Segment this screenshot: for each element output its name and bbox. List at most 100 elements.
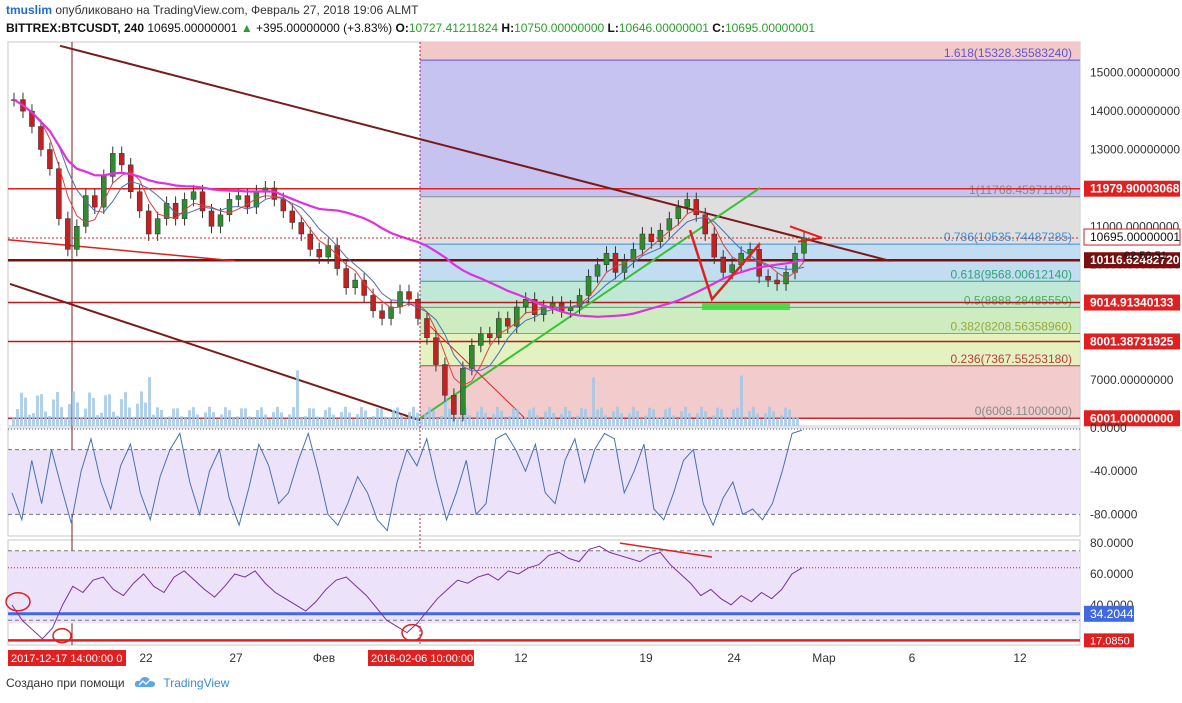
volume-bar bbox=[604, 415, 607, 426]
author-name[interactable]: tmuslim bbox=[6, 3, 53, 17]
volume-bar bbox=[152, 414, 155, 426]
volume-bar bbox=[212, 412, 215, 426]
candle-body bbox=[289, 210, 296, 223]
volume-bar bbox=[704, 411, 707, 426]
candle-body bbox=[513, 306, 520, 327]
oscillator-axis-tick: -40.0000 bbox=[1090, 464, 1138, 478]
volume-bar bbox=[496, 407, 499, 426]
volume-bar bbox=[380, 408, 383, 426]
volume-bar bbox=[284, 418, 287, 426]
volume-bar bbox=[340, 411, 343, 426]
high-label: H: bbox=[501, 21, 515, 35]
volume-bar bbox=[192, 407, 195, 426]
volume-bar bbox=[712, 415, 715, 426]
volume-bar bbox=[680, 411, 683, 426]
volume-bar bbox=[308, 408, 311, 426]
candle-body bbox=[505, 318, 511, 327]
volume-bar bbox=[388, 417, 391, 426]
volume-bar bbox=[72, 391, 75, 426]
volume-bar bbox=[120, 399, 123, 426]
published-text: опубликовано на TradingView.com, Февраль… bbox=[55, 3, 419, 17]
price-change: +395.00000000 (+3.83%) bbox=[256, 21, 393, 35]
volume-bar bbox=[148, 377, 151, 426]
volume-bar bbox=[32, 413, 35, 426]
candle-body bbox=[684, 199, 691, 208]
candle-body bbox=[92, 195, 98, 208]
volume-bar bbox=[156, 407, 159, 426]
low-value: 10646.00000001 bbox=[618, 21, 709, 35]
volume-bar bbox=[84, 408, 87, 426]
candle-body bbox=[217, 214, 224, 227]
candle-body bbox=[101, 176, 107, 208]
volume-bar bbox=[508, 415, 511, 426]
current-price-tag-label: 10695.00000001 bbox=[1090, 230, 1180, 244]
volume-bar bbox=[384, 416, 387, 426]
volume-bar bbox=[352, 418, 355, 426]
volume-bar bbox=[16, 409, 19, 426]
candle-body bbox=[478, 333, 484, 346]
volume-bar bbox=[232, 417, 235, 426]
volume-bar bbox=[548, 406, 551, 426]
volume-bar bbox=[424, 413, 427, 426]
volume-bar bbox=[132, 417, 135, 426]
candle-body bbox=[639, 233, 646, 250]
volume-bar bbox=[616, 406, 619, 426]
last-price: 10695.00000001 bbox=[147, 21, 238, 35]
candle-body bbox=[612, 252, 619, 273]
volume-bar bbox=[236, 416, 239, 426]
volume-bar bbox=[228, 410, 231, 426]
volume-bar bbox=[624, 418, 627, 426]
volume-bar bbox=[140, 391, 143, 426]
volume-bar bbox=[392, 409, 395, 426]
volume-bar bbox=[716, 407, 719, 426]
volume-bar bbox=[760, 418, 763, 426]
volume-bar bbox=[648, 407, 651, 426]
volume-bar bbox=[288, 414, 291, 426]
trend-line bbox=[7, 239, 236, 262]
volume-bar bbox=[644, 415, 647, 426]
volume-bar bbox=[420, 418, 423, 426]
candle-body bbox=[83, 195, 89, 227]
volume-bar bbox=[692, 418, 695, 426]
volume-bar bbox=[796, 417, 799, 426]
time-axis-tick: 24 bbox=[727, 651, 741, 665]
volume-bar bbox=[280, 412, 283, 426]
volume-bar bbox=[744, 418, 747, 426]
volume-bar bbox=[504, 418, 507, 426]
candle-body bbox=[145, 210, 152, 235]
candle-body bbox=[406, 291, 412, 300]
fib-level-label: 0.618(9568.00612140) bbox=[951, 267, 1072, 281]
volume-bar bbox=[444, 368, 447, 426]
tradingview-brand-link[interactable]: TradingView bbox=[163, 676, 230, 690]
moving-average-mid bbox=[13, 99, 805, 372]
channel-bottom-line bbox=[9, 282, 421, 422]
fib-level-label: 0.236(7367.55253180) bbox=[951, 352, 1072, 366]
candle-body bbox=[280, 199, 287, 212]
change-arrow-icon: ▲ bbox=[240, 21, 253, 35]
volume-bar bbox=[344, 406, 347, 426]
volume-bar bbox=[792, 417, 795, 426]
volume-bar bbox=[276, 406, 279, 426]
candle-body bbox=[451, 395, 457, 415]
price-level-tag bbox=[1084, 294, 1180, 311]
volume-bar bbox=[584, 408, 587, 426]
symbol-header: BITTREX:BTCUSDT, 240 10695.00000001 ▲ +3… bbox=[6, 21, 815, 35]
price-axis-tick: 7000.00000000 bbox=[1090, 373, 1174, 387]
price-level-tag bbox=[1084, 333, 1180, 350]
volume-bar bbox=[552, 413, 555, 426]
volume-bar bbox=[68, 404, 71, 426]
volume-bar bbox=[220, 414, 223, 426]
rsi-lower-tag-label: 17.0850 bbox=[1090, 635, 1130, 647]
volume-bar bbox=[528, 409, 531, 426]
volume-bar bbox=[556, 418, 559, 426]
volume-bar bbox=[580, 407, 583, 426]
candle-body bbox=[603, 252, 610, 265]
volume-bar bbox=[312, 408, 315, 426]
candle-body bbox=[379, 310, 385, 319]
fib-level-label: 1(11768.45971100) bbox=[969, 183, 1072, 197]
moving-average-slow bbox=[13, 98, 805, 318]
volume-bar bbox=[100, 412, 103, 426]
volume-bar bbox=[320, 417, 323, 426]
candle-body bbox=[460, 368, 466, 415]
